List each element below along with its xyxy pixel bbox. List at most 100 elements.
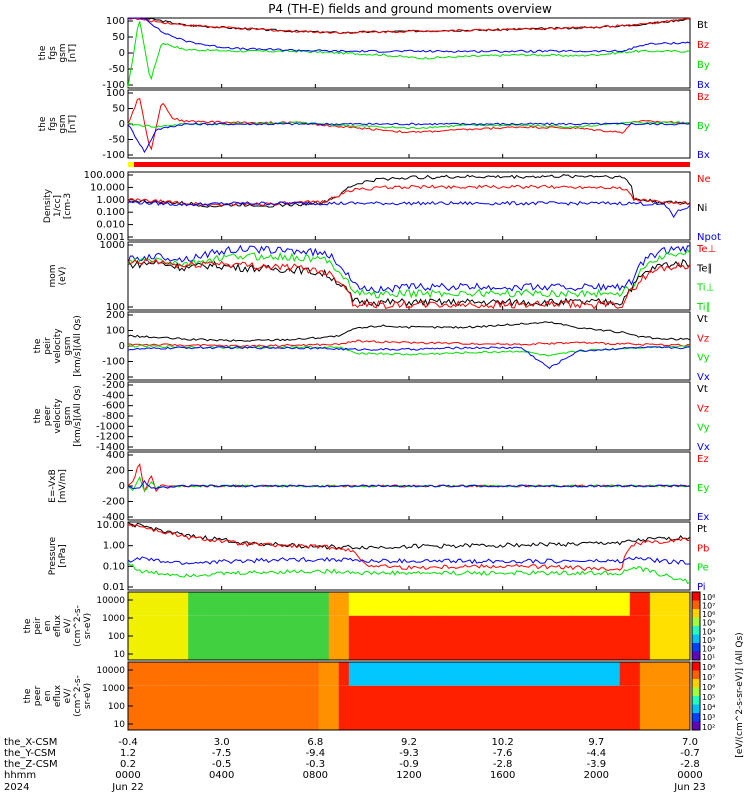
ytick-label: -50 xyxy=(109,64,125,75)
ylabel-peir_eflux: en xyxy=(43,620,53,631)
heatmap-cell xyxy=(589,685,601,730)
ytick-label: 200 xyxy=(106,310,125,321)
colorbar-frame xyxy=(691,661,701,731)
heatmap-cell xyxy=(398,592,410,616)
xaxis-value: -9.3 xyxy=(399,748,419,759)
heatmap-cell xyxy=(248,662,259,686)
heatmap-cell xyxy=(649,615,661,660)
heatmap-cell xyxy=(599,592,611,616)
heatmap-cell xyxy=(348,615,360,660)
heatmap-cell xyxy=(589,592,601,616)
heatmap-cell xyxy=(419,592,430,616)
ytick-label: -200 xyxy=(102,372,125,383)
xaxis-row-label: the_Z-CSM xyxy=(4,759,58,770)
heatmap-cell xyxy=(158,662,169,686)
xaxis-tick: 10.2 xyxy=(492,737,514,748)
xaxis-value: -0.3 xyxy=(306,759,326,770)
colorbar-swatch xyxy=(692,662,700,671)
heatmap-cell xyxy=(398,615,410,660)
heatmap-cell xyxy=(609,685,621,730)
heatmap-cell xyxy=(489,592,500,616)
colorbar-tick-label: 10⁵ xyxy=(702,693,715,702)
heatmap-cell xyxy=(318,685,330,730)
ytick-label: -800 xyxy=(102,411,125,422)
legend-entry: Npot xyxy=(697,232,721,243)
heatmap-cell xyxy=(138,592,149,616)
heatmap-cell xyxy=(629,592,641,616)
colorbar-tick-label: 10⁸ xyxy=(702,663,715,672)
colorbar-tick-label: 10² xyxy=(702,723,715,732)
heatmap-cell xyxy=(439,685,450,730)
xaxis-value: 0800 xyxy=(303,770,328,781)
heatmap-cell xyxy=(338,615,350,660)
heatmap-cell xyxy=(278,592,290,616)
heatmap-cell xyxy=(308,592,320,616)
heatmap-cell xyxy=(128,685,139,730)
heatmap-cell xyxy=(409,592,420,616)
heatmap-cell xyxy=(318,662,330,686)
xaxis-value: 2000 xyxy=(584,770,609,781)
heatmap-cell xyxy=(519,615,530,660)
xaxis-value: -9.4 xyxy=(306,748,326,759)
xaxis-value: 0000 xyxy=(115,770,140,781)
heatmap-cell xyxy=(308,662,320,686)
heatmap-cell xyxy=(469,662,480,686)
xaxis-value: -0.7 xyxy=(680,748,700,759)
heatmap-cell xyxy=(248,615,259,660)
ytick-label: 100 xyxy=(106,88,125,99)
heatmap-cell xyxy=(479,685,490,730)
heatmap-cell xyxy=(158,615,169,660)
colorbar-swatch xyxy=(692,634,700,644)
ylabel-peer_velocity: velocity xyxy=(53,398,63,434)
heatmap-cell xyxy=(348,592,360,616)
colorbar-tick-label: 10⁸ xyxy=(702,593,715,602)
legend-entry: Pt xyxy=(697,524,707,535)
ytick-label: 100 xyxy=(108,632,125,642)
heatmap-cell xyxy=(519,662,530,686)
heatmap-cell xyxy=(308,615,320,660)
heatmap-cell xyxy=(679,592,691,616)
heatmap-cell xyxy=(238,592,249,616)
heatmap-cell xyxy=(368,592,380,616)
heatmap-cell xyxy=(639,615,651,660)
heatmap-cell xyxy=(228,592,239,616)
ylabel-fgs_gsm: fgs xyxy=(48,46,58,60)
heatmap-cell xyxy=(218,615,229,660)
ylabel-peir_eflux: eV/ xyxy=(63,618,73,634)
panel-frame-pressure xyxy=(127,521,691,591)
colorbar-tick-label: 10⁵ xyxy=(702,619,715,628)
heatmap-cell xyxy=(679,615,691,660)
series-line-e_field-Ez xyxy=(127,463,691,493)
heatmap-cell xyxy=(138,662,149,686)
heatmap-cell xyxy=(409,685,420,730)
heatmap-cell xyxy=(178,592,189,616)
heatmap-cell xyxy=(639,685,651,730)
heatmap-cell xyxy=(549,615,561,660)
heatmap-cell xyxy=(429,662,440,686)
heatmap-cell xyxy=(629,685,641,730)
heatmap-cell xyxy=(208,662,219,686)
xaxis-value: 1.2 xyxy=(120,748,136,759)
colorbar-swatch xyxy=(692,643,700,652)
series-line-temperature-Ti⊥ xyxy=(127,244,691,293)
ylabel-peir_eflux: peir xyxy=(33,617,43,635)
heatmap-cell xyxy=(278,615,290,660)
heatmap-cell xyxy=(328,592,340,616)
heatmap-cell xyxy=(669,685,681,730)
legend-entry: Vt xyxy=(697,384,708,395)
ylabel-peer_eflux: the xyxy=(23,688,33,703)
panel-frame-peer_velocity xyxy=(127,381,691,451)
ytick-label: 0.10 xyxy=(103,561,125,572)
colorbar-tick-label: 10² xyxy=(702,644,715,653)
heatmap-cell xyxy=(549,662,561,686)
heatmap-cell xyxy=(168,662,179,686)
heatmap-cell xyxy=(228,685,239,730)
heatmap-cell xyxy=(459,662,470,686)
ytick-label: 50 xyxy=(112,32,125,43)
heatmap-cell xyxy=(449,685,460,730)
heatmap-cell xyxy=(328,615,340,660)
ytick-label: 0.01 xyxy=(103,582,125,593)
series-line-pressure-Pe xyxy=(127,562,691,584)
heatmap-cell xyxy=(258,685,269,730)
heatmap-cell xyxy=(248,592,259,616)
